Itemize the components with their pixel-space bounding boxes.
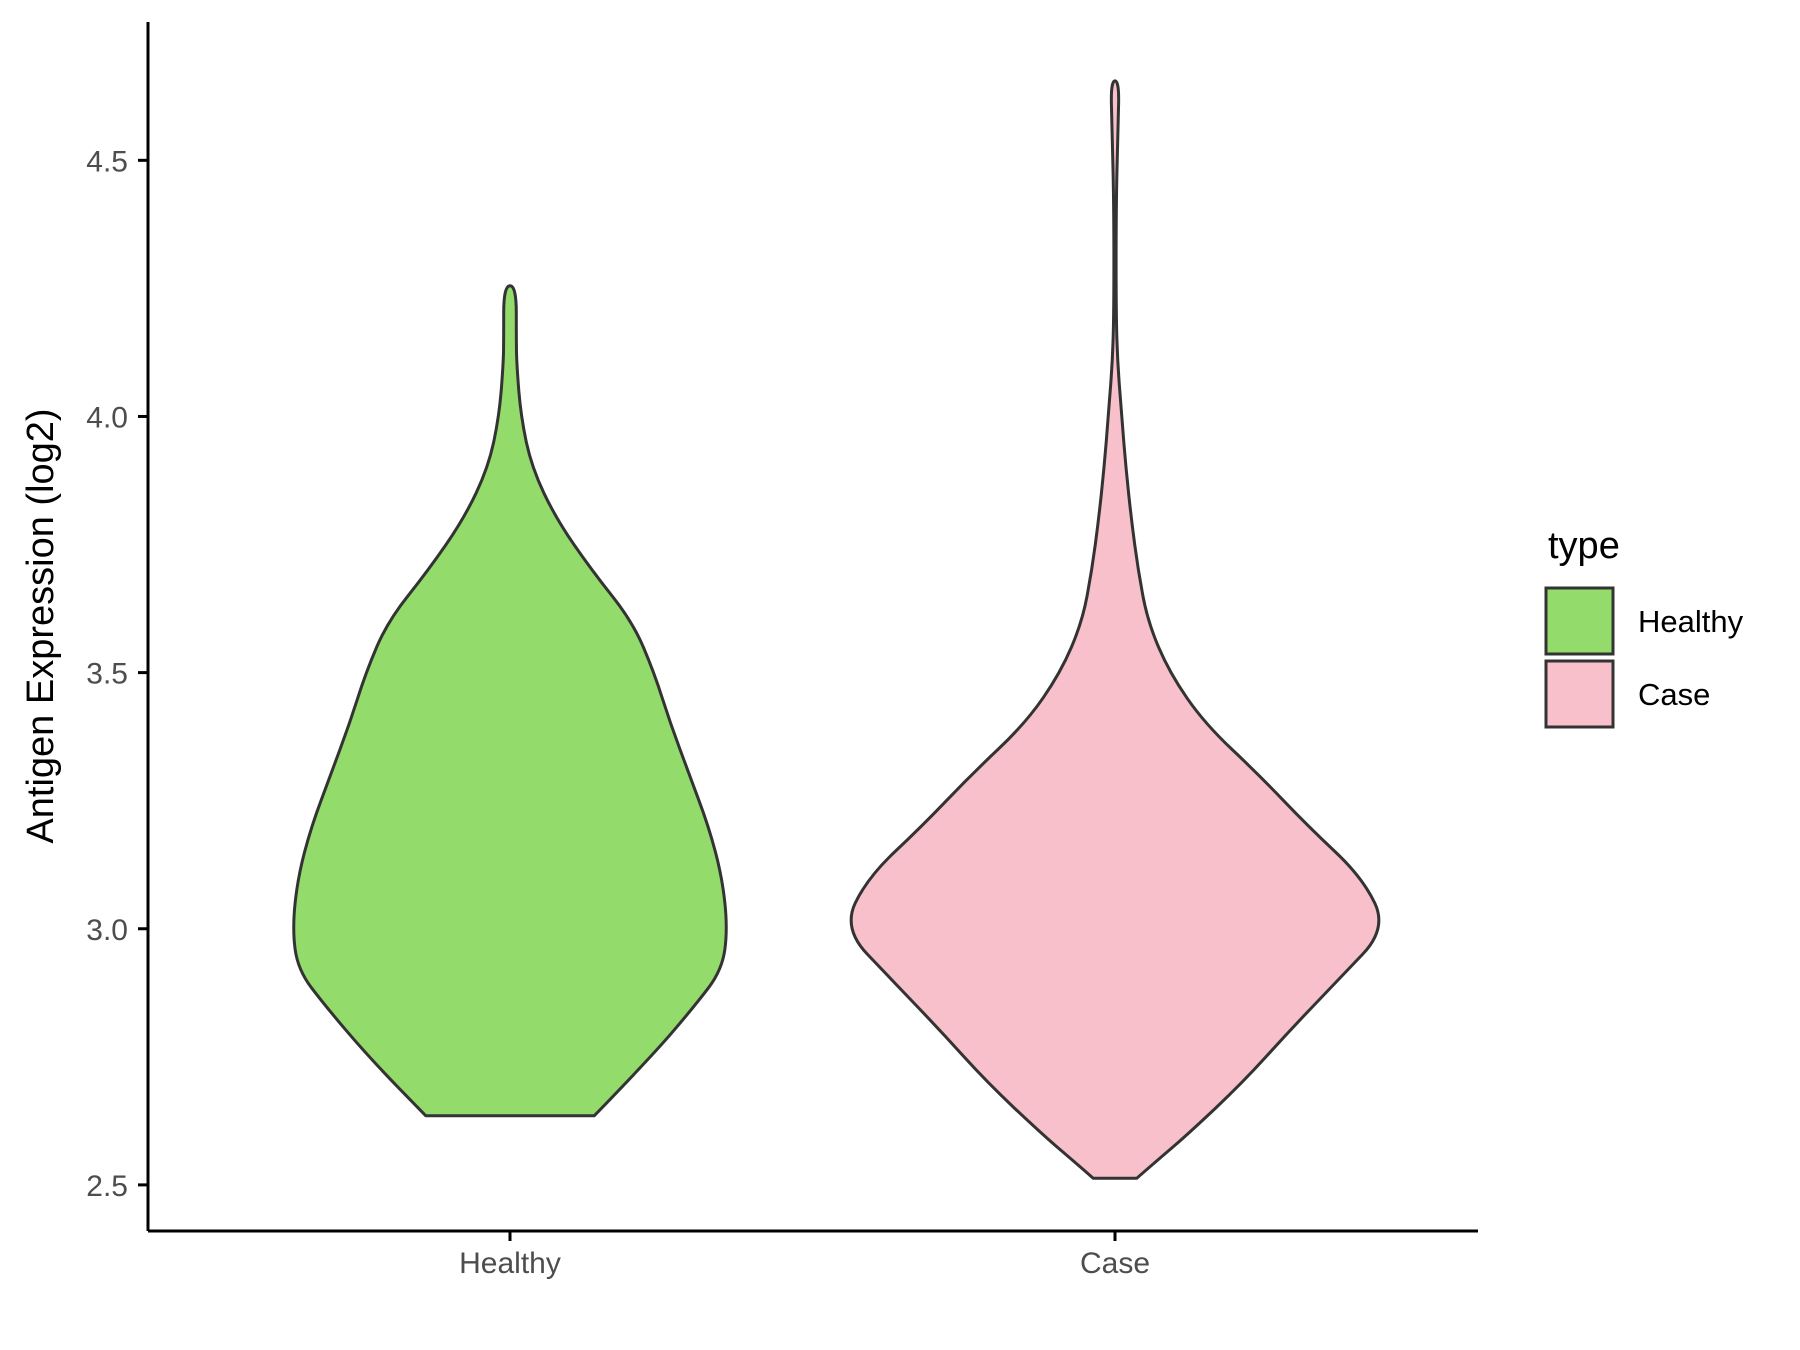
legend-swatch-healthy: [1544, 586, 1615, 656]
legend-label-case: Case: [1638, 677, 1710, 712]
legend: type Healthy Case: [1544, 525, 1744, 729]
legend-items: Healthy Case: [1544, 586, 1744, 729]
legend-label-healthy: Healthy: [1638, 604, 1744, 639]
x-axis-ticks: Healthy Case: [459, 1231, 1150, 1280]
x-tick-label-case: Case: [1080, 1247, 1150, 1280]
violin-case: [849, 79, 1381, 1180]
y-tick-label: 2.5: [86, 1170, 128, 1203]
y-tick-label: 3.0: [86, 914, 128, 947]
y-axis-ticks: 2.5 3.0 3.5 4.0 4.5: [86, 145, 148, 1203]
violin-layer: [292, 79, 1381, 1180]
y-tick-label: 4.0: [86, 401, 128, 434]
y-tick-label: 4.5: [86, 145, 128, 178]
x-tick-label-healthy: Healthy: [459, 1247, 561, 1280]
legend-swatch-case: [1544, 659, 1615, 729]
violin-healthy: [292, 284, 728, 1118]
legend-title: type: [1548, 525, 1620, 567]
y-axis-title: Antigen Expression (log2): [20, 408, 62, 843]
y-tick-label: 3.5: [86, 658, 128, 691]
